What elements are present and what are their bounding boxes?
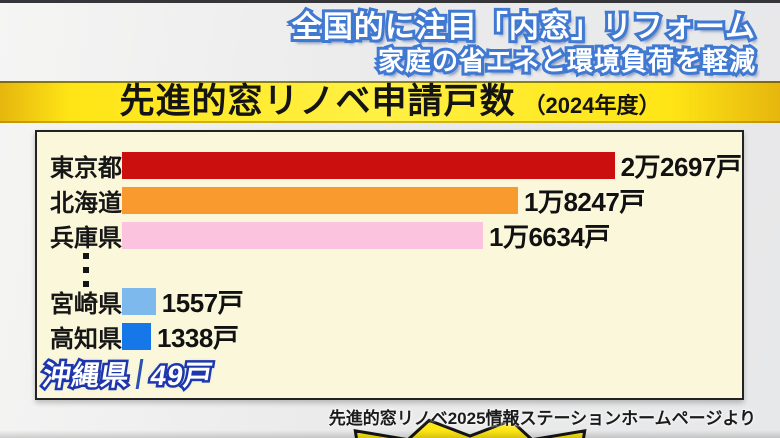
bar-miyazaki: [122, 287, 156, 315]
chart-row-okinawa: 沖縄県 49戸: [40, 354, 217, 394]
chart-title: 先進的窓リノベ申請戸数: [119, 82, 516, 121]
bar-value-kochi: 1338戸: [157, 322, 239, 353]
bar-label-hokkaido: 北海道: [50, 189, 122, 217]
chart-panel: 東京都 2万2697戸 北海道 1万8247戸 兵庫県 1万6634戸 宮崎県 …: [35, 130, 744, 438]
bar-value-hokkaido: 1万8247戸: [524, 186, 645, 217]
okinawa-value: 49戸: [148, 354, 216, 394]
headline-line1: 全国的に注目「内窓」リフォーム: [292, 11, 756, 46]
bar-value-tokyo: 2万2697戸: [620, 151, 742, 182]
source-caption: 先進的窓リノベ2025情報ステーションホームページより: [328, 409, 756, 428]
headline-line2: 家庭の省エネと環境負荷を軽減: [378, 46, 756, 76]
bar-label-miyazaki: 宮崎県: [50, 290, 122, 318]
okinawa-divider: [135, 359, 144, 389]
bar-label-hyogo: 兵庫県: [50, 224, 122, 252]
starburst-callout: 沖縄県では 活用が進まず…: [280, 415, 660, 438]
chart-row-miyazaki: 宮崎県 1557戸: [50, 285, 734, 318]
bar-value-hyogo: 1万6634戸: [489, 221, 610, 252]
okinawa-label: 沖縄県: [40, 354, 133, 394]
bar-hokkaido: [122, 186, 518, 214]
chart-row-tokyo: 東京都 2万2697戸: [50, 149, 742, 182]
top-edge-strip: [0, 0, 780, 3]
starburst-shape: [353, 418, 587, 438]
headline: 全国的に注目「内窓」リフォーム 家庭の省エネと環境負荷を軽減: [0, 11, 756, 76]
bar-label-tokyo: 東京都: [50, 154, 122, 182]
bar-kochi: [122, 322, 151, 350]
bar-label-kochi: 高知県: [50, 325, 122, 353]
chart-title-year: （2024年度）: [523, 93, 661, 118]
chart-row-kochi: 高知県 1338戸: [50, 320, 734, 353]
title-banner: 先進的窓リノベ申請戸数 （2024年度）: [0, 81, 780, 123]
chart-row-hokkaido: 北海道 1万8247戸: [50, 184, 734, 217]
bar-hyogo: [122, 221, 483, 249]
ellipsis-dots: [76, 253, 96, 287]
bar-value-miyazaki: 1557戸: [161, 287, 244, 318]
bottom-edge-shade: [0, 430, 780, 438]
bar-tokyo: [122, 151, 615, 179]
chart-row-hyogo: 兵庫県 1万6634戸: [50, 219, 734, 252]
